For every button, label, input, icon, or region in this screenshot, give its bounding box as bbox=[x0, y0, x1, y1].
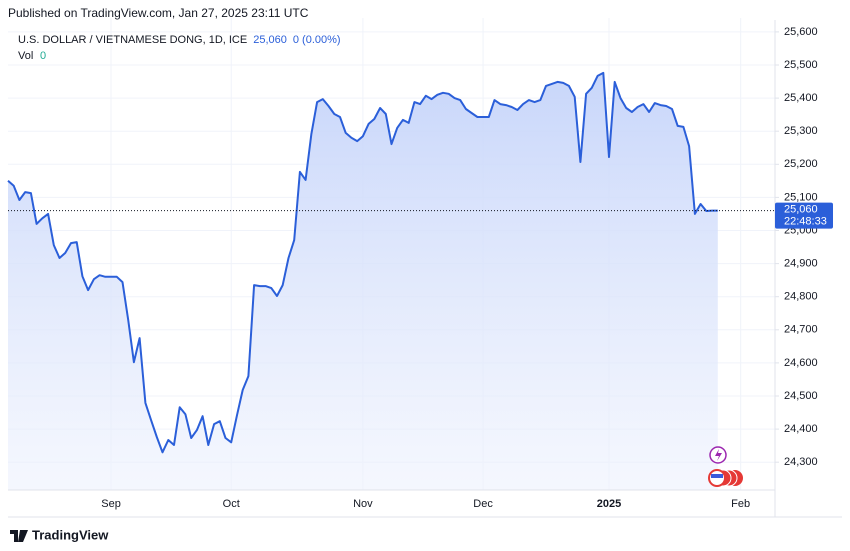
x-tick-label: Nov bbox=[353, 498, 373, 510]
x-tick-label: Dec bbox=[473, 498, 493, 510]
change: 0 (0.00%) bbox=[293, 34, 341, 46]
labels: 24,300 24,400 24,500 24,600 24,700 24,800 24,9… bbox=[101, 26, 833, 510]
y-tick-label: 24,600 bbox=[784, 357, 818, 369]
y-tick-label: 24,400 bbox=[784, 423, 818, 435]
y-tick-label: 24,300 bbox=[784, 456, 818, 468]
x-tick-label: Oct bbox=[223, 498, 240, 510]
last-price-label: 25,060 bbox=[784, 204, 818, 216]
volume-value: 0 bbox=[40, 50, 46, 62]
published-note: Published on TradingView.com, Jan 27, 20… bbox=[8, 6, 309, 20]
y-tick-label: 25,500 bbox=[784, 59, 818, 71]
brand: TradingView bbox=[32, 527, 109, 542]
symbol-title: U.S. DOLLAR / VIETNAMESE DONG, 1D, ICE bbox=[18, 34, 247, 46]
x-tick-label: 2025 bbox=[597, 498, 621, 510]
y-tick-label: 25,300 bbox=[784, 125, 818, 137]
x-tick-label: Feb bbox=[731, 498, 750, 510]
flag-icon-part bbox=[711, 474, 723, 478]
y-tick-label: 25,200 bbox=[784, 158, 818, 170]
y-tick-label: 24,900 bbox=[784, 258, 818, 270]
y-tick-label: 25,100 bbox=[784, 191, 818, 203]
y-tick-label: 24,500 bbox=[784, 390, 818, 402]
y-tick-label: 25,400 bbox=[784, 92, 818, 104]
event-icon-bolt bbox=[715, 449, 722, 461]
countdown: 22:48:33 bbox=[784, 216, 827, 228]
price-line bbox=[7, 71, 718, 454]
volume-title: Vol bbox=[18, 50, 33, 62]
x-tick-label: Sep bbox=[101, 498, 121, 510]
plot bbox=[7, 71, 775, 491]
last-value: 25,060 bbox=[253, 34, 287, 46]
y-tick-label: 24,800 bbox=[784, 291, 818, 303]
brand-logo bbox=[10, 530, 28, 542]
last-price-box bbox=[775, 202, 833, 229]
y-tick-label: 24,700 bbox=[784, 324, 818, 336]
area-fill bbox=[8, 72, 718, 491]
y-tick-label: 25,600 bbox=[784, 26, 818, 38]
